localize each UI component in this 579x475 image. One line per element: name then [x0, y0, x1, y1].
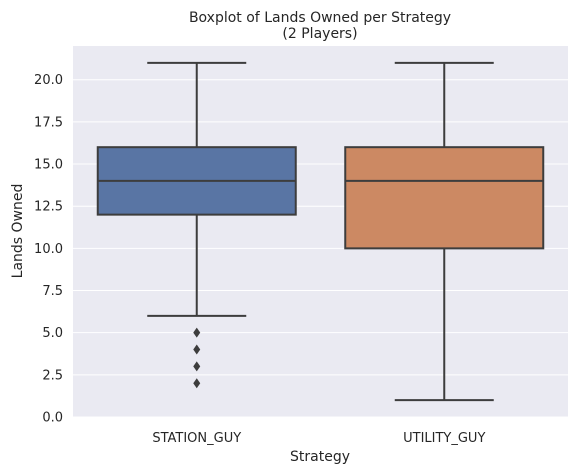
y-tick-label: 15.0 [34, 158, 63, 173]
y-tick-label: 5.0 [42, 326, 63, 341]
x-axis-label: Strategy [290, 449, 350, 465]
chart-title: Boxplot of Lands Owned per Strategy [189, 10, 451, 26]
outlier-point [193, 378, 201, 389]
x-tick-labels: STATION_GUY UTILITY_GUY [152, 431, 485, 446]
box-utility-guy [344, 146, 545, 250]
outlier-point [193, 344, 201, 355]
y-axis-label: Lands Owned [10, 184, 26, 279]
chart-subtitle: (2 Players) [282, 26, 357, 42]
x-tick-label: UTILITY_GUY [403, 431, 485, 446]
boxes-group [96, 61, 545, 402]
y-tick-label: 12.5 [34, 200, 63, 215]
y-tick-label: 0.0 [42, 411, 63, 426]
outlier-point [193, 361, 201, 372]
y-tick-label: 2.5 [42, 368, 63, 383]
x-tick-label: STATION_GUY [152, 431, 241, 446]
y-tick-label: 20.0 [34, 73, 63, 88]
y-tick-label: 17.5 [34, 115, 63, 130]
y-tick-label: 7.5 [42, 284, 63, 299]
y-tick-labels: 0.0 2.5 5.0 7.5 10.0 12.5 15.0 17.5 20.0 [34, 73, 63, 425]
outlier-point [193, 327, 201, 338]
y-tick-label: 10.0 [34, 242, 63, 257]
